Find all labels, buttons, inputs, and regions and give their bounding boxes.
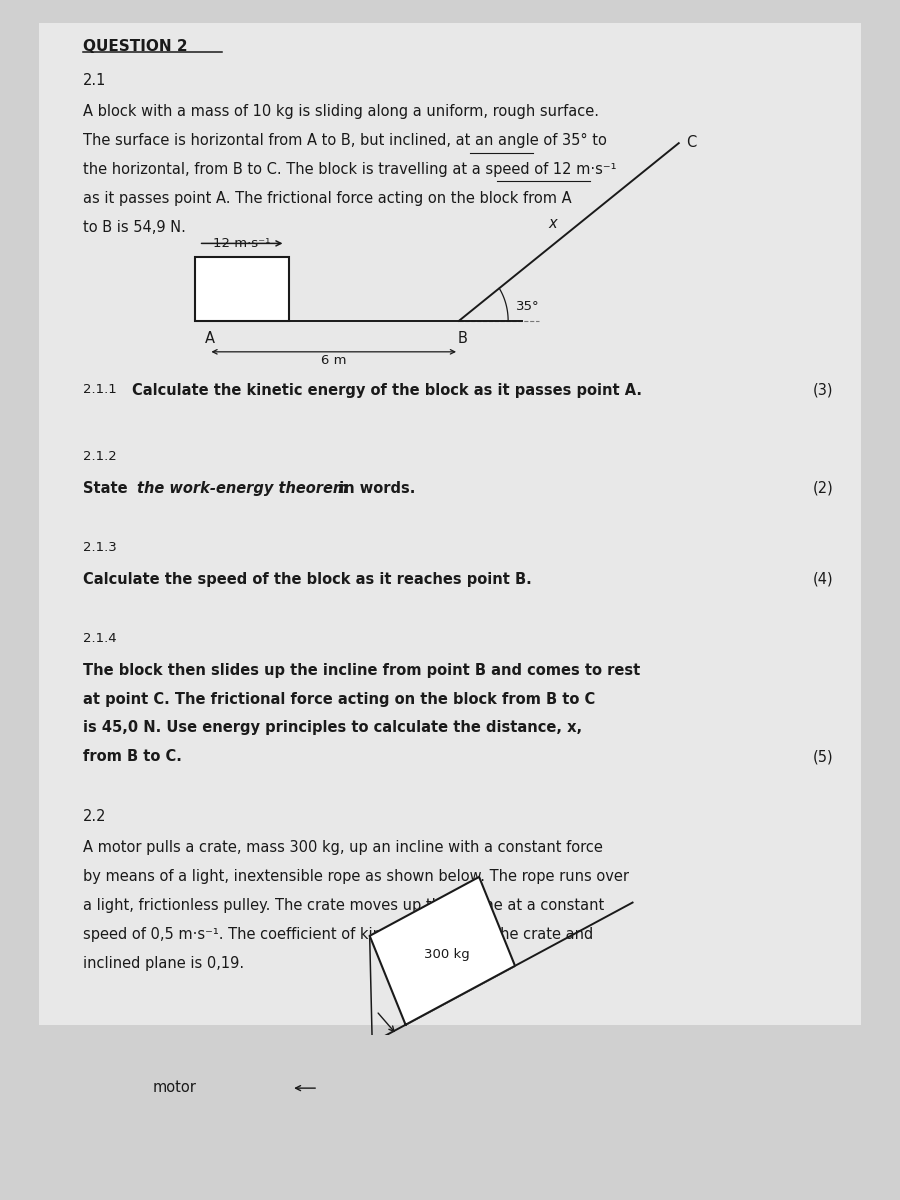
Text: (5): (5) [812, 750, 833, 764]
Text: 10 kg: 10 kg [221, 281, 263, 295]
Text: 35°: 35° [517, 300, 540, 313]
Text: 12 m·s⁻¹: 12 m·s⁻¹ [213, 238, 271, 250]
Text: QUESTION 2: QUESTION 2 [84, 38, 188, 54]
Text: (2): (2) [812, 481, 833, 496]
Text: at point C. The frictional force acting on the block from B to C: at point C. The frictional force acting … [84, 691, 596, 707]
Text: 2.2: 2.2 [84, 809, 107, 824]
Text: 300 kg: 300 kg [424, 948, 470, 961]
Text: 2.1.4: 2.1.4 [84, 631, 117, 644]
FancyBboxPatch shape [39, 24, 861, 1025]
Text: from B to C.: from B to C. [84, 750, 182, 764]
Text: Calculate the speed of the block as it reaches point B.: Calculate the speed of the block as it r… [84, 571, 532, 587]
Text: State: State [84, 481, 133, 496]
Text: x: x [548, 216, 557, 232]
Text: (4): (4) [812, 571, 833, 587]
Text: as it passes point A. The frictional force acting on the block from A: as it passes point A. The frictional for… [84, 191, 572, 205]
Bar [96, 1052, 253, 1124]
Text: A block with a mass of 10 kg is sliding along a uniform, rough surface.: A block with a mass of 10 kg is sliding … [84, 104, 599, 119]
Text: in words.: in words. [334, 481, 415, 496]
Bar [195, 257, 289, 320]
Text: inclined plane is 0,19.: inclined plane is 0,19. [84, 956, 245, 971]
Text: by means of a light, inextensible rope as shown below. The rope runs over: by means of a light, inextensible rope a… [84, 869, 629, 884]
Text: 2.1.1: 2.1.1 [84, 383, 117, 396]
Text: The block then slides up the incline from point B and comes to rest: The block then slides up the incline fro… [84, 662, 641, 678]
Text: 6 m: 6 m [321, 354, 347, 367]
Text: the horizontal, from B to C. The block is travelling at a speed of 12 m·s⁻¹: the horizontal, from B to C. The block i… [84, 162, 617, 176]
Text: the work-energy theorem: the work-energy theorem [137, 481, 348, 496]
Text: speed of 0,5 m·s⁻¹. The coefficient of kinetic friction for the crate and: speed of 0,5 m·s⁻¹. The coefficient of k… [84, 928, 593, 942]
Text: A motor pulls a crate, mass 300 kg, up an incline with a constant force: A motor pulls a crate, mass 300 kg, up a… [84, 840, 603, 856]
Text: 2.1.2: 2.1.2 [84, 450, 117, 463]
Text: The surface is horizontal from A to B, but inclined, at an angle of 35° to: The surface is horizontal from A to B, b… [84, 133, 608, 148]
Text: to B is 54,9 N.: to B is 54,9 N. [84, 220, 186, 235]
Text: motor: motor [153, 1080, 197, 1094]
Text: (3): (3) [812, 383, 833, 398]
Text: C: C [686, 134, 697, 150]
Text: Calculate the kinetic energy of the block as it passes point A.: Calculate the kinetic energy of the bloc… [131, 383, 642, 398]
Text: 2.1: 2.1 [84, 73, 107, 88]
Text: A: A [205, 331, 215, 346]
Text: 2.1.3: 2.1.3 [84, 541, 117, 554]
Polygon shape [370, 877, 515, 1025]
Text: a light, frictionless pulley. The crate moves up the incline at a constant: a light, frictionless pulley. The crate … [84, 898, 605, 913]
Text: is 45,0 N. Use energy principles to calculate the distance, x,: is 45,0 N. Use energy principles to calc… [84, 720, 582, 736]
Text: B: B [457, 331, 467, 346]
